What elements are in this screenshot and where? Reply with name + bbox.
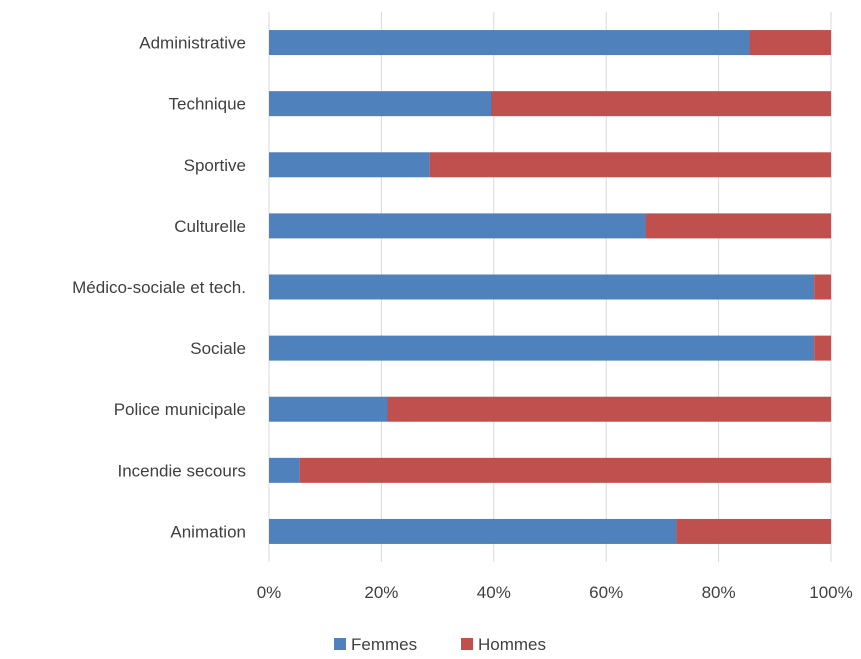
bar-femmes xyxy=(269,274,815,300)
bar-femmes xyxy=(269,518,677,544)
bar-femmes xyxy=(269,335,815,361)
bar-hommes xyxy=(490,91,831,117)
category-label: Animation xyxy=(170,522,246,541)
bar-hommes xyxy=(749,30,831,56)
bar-hommes xyxy=(645,213,831,239)
legend-swatch-hommes xyxy=(461,638,473,650)
x-tick-label: 0% xyxy=(257,583,282,602)
x-tick-label: 100% xyxy=(809,583,852,602)
legend-swatch-femmes xyxy=(334,638,346,650)
bar-femmes xyxy=(269,91,491,117)
category-label: Technique xyxy=(168,95,246,114)
bar-femmes xyxy=(269,457,300,483)
category-label: Administrative xyxy=(139,34,246,53)
x-tick-label: 40% xyxy=(477,583,511,602)
bars xyxy=(269,30,831,544)
bar-hommes xyxy=(429,152,831,178)
category-labels: Administrative Technique Sportive Culturell… xyxy=(72,34,246,542)
x-tick-label: 60% xyxy=(589,583,623,602)
category-label: Incendie secours xyxy=(117,461,246,480)
x-tick-labels: 0% 20% 40% 60% 80% 100% xyxy=(257,583,853,602)
bar-hommes xyxy=(814,335,831,361)
bar-femmes xyxy=(269,30,750,56)
bar-hommes xyxy=(299,457,831,483)
bar-hommes xyxy=(387,396,831,422)
category-label: Médico-sociale et tech. xyxy=(72,278,246,297)
legend-label-femmes: Femmes xyxy=(351,635,417,654)
bar-femmes xyxy=(269,396,388,422)
category-label: Culturelle xyxy=(174,217,246,236)
category-label: Sportive xyxy=(184,156,246,175)
category-label: Sociale xyxy=(190,339,246,358)
bar-femmes xyxy=(269,213,646,239)
category-label: Police municipale xyxy=(114,400,246,419)
x-tick-label: 20% xyxy=(364,583,398,602)
bar-hommes xyxy=(676,518,831,544)
bar-hommes xyxy=(814,274,831,300)
bar-femmes xyxy=(269,152,430,178)
legend-label-hommes: Hommes xyxy=(478,635,546,654)
legend: Femmes Hommes xyxy=(334,635,546,654)
x-tick-label: 80% xyxy=(702,583,736,602)
